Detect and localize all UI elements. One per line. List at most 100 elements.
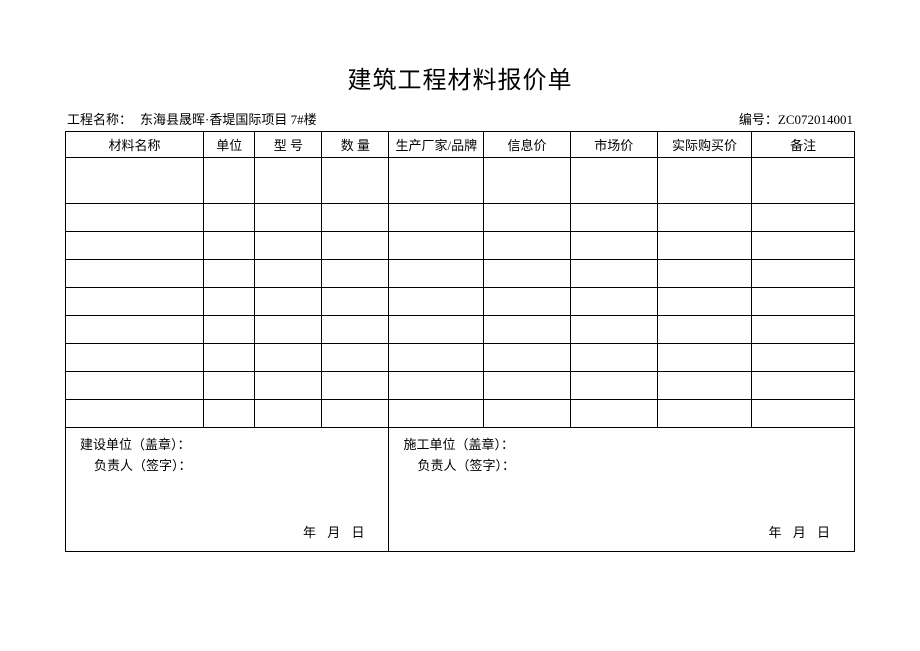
cell-market: [570, 372, 657, 400]
cell-model: [255, 316, 322, 344]
cell-remark: [752, 372, 855, 400]
cell-qty: [322, 400, 389, 428]
table-row: [66, 372, 855, 400]
date-left: 年 月 日: [303, 522, 369, 541]
cell-remark: [752, 288, 855, 316]
cell-unit: [204, 316, 255, 344]
table-row: [66, 344, 855, 372]
cell-market: [570, 204, 657, 232]
cell-qty: [322, 158, 389, 204]
signature-right: 施工单位（盖章）： 负责人（签字）： 年 月 日: [389, 428, 855, 552]
cell-qty: [322, 372, 389, 400]
cell-actual: [657, 344, 752, 372]
cell-market: [570, 288, 657, 316]
cell-qty: [322, 344, 389, 372]
cell-market: [570, 260, 657, 288]
cell-actual: [657, 204, 752, 232]
cell-info: [484, 260, 571, 288]
cell-model: [255, 400, 322, 428]
cell-market: [570, 158, 657, 204]
col-header-market: 市场价: [570, 132, 657, 158]
cell-model: [255, 232, 322, 260]
cell-mfr: [389, 288, 484, 316]
cell-name: [66, 316, 204, 344]
cell-info: [484, 158, 571, 204]
cell-info: [484, 288, 571, 316]
cell-actual: [657, 316, 752, 344]
cell-remark: [752, 260, 855, 288]
project-label: 工程名称：: [67, 109, 132, 128]
cell-model: [255, 204, 322, 232]
cell-model: [255, 344, 322, 372]
cell-qty: [322, 232, 389, 260]
cell-unit: [204, 288, 255, 316]
header-info: 工程名称： 东海县晟晖·香堤国际项目 7#楼 编号：ZC072014001: [65, 109, 855, 128]
col-header-remark: 备注: [752, 132, 855, 158]
cell-mfr: [389, 344, 484, 372]
cell-mfr: [389, 316, 484, 344]
cell-actual: [657, 232, 752, 260]
table-row: [66, 260, 855, 288]
cell-qty: [322, 204, 389, 232]
cell-unit: [204, 400, 255, 428]
cell-model: [255, 260, 322, 288]
cell-name: [66, 204, 204, 232]
cell-mfr: [389, 204, 484, 232]
cell-qty: [322, 288, 389, 316]
col-header-qty: 数 量: [322, 132, 389, 158]
col-header-actual: 实际购买价: [657, 132, 752, 158]
construction-unit-label: 建设单位（盖章）：: [80, 434, 374, 453]
quotation-table: 材料名称 单位 型 号 数 量 生产厂家/品牌 信息价 市场价 实际购买价 备注: [65, 131, 855, 552]
cell-info: [484, 400, 571, 428]
cell-remark: [752, 316, 855, 344]
cell-unit: [204, 232, 255, 260]
cell-remark: [752, 232, 855, 260]
cell-name: [66, 158, 204, 204]
cell-actual: [657, 372, 752, 400]
cell-mfr: [389, 372, 484, 400]
document-title: 建筑工程材料报价单: [65, 60, 855, 95]
table-row: [66, 232, 855, 260]
cell-info: [484, 232, 571, 260]
table-row: [66, 158, 855, 204]
cell-mfr: [389, 260, 484, 288]
cell-qty: [322, 316, 389, 344]
col-header-unit: 单位: [204, 132, 255, 158]
contractor-unit-label: 施工单位（盖章）：: [403, 434, 840, 453]
cell-qty: [322, 260, 389, 288]
cell-model: [255, 158, 322, 204]
serial-label: 编号：: [739, 112, 778, 127]
cell-remark: [752, 400, 855, 428]
cell-unit: [204, 344, 255, 372]
cell-actual: [657, 260, 752, 288]
date-right: 年 月 日: [768, 522, 834, 541]
cell-market: [570, 344, 657, 372]
cell-unit: [204, 260, 255, 288]
col-header-info: 信息价: [484, 132, 571, 158]
col-header-name: 材料名称: [66, 132, 204, 158]
cell-remark: [752, 204, 855, 232]
cell-name: [66, 260, 204, 288]
col-header-mfr: 生产厂家/品牌: [389, 132, 484, 158]
cell-market: [570, 400, 657, 428]
signature-left: 建设单位（盖章）： 负责人（签字）： 年 月 日: [66, 428, 389, 552]
cell-actual: [657, 400, 752, 428]
serial-value: ZC072014001: [778, 112, 853, 127]
table-header-row: 材料名称 单位 型 号 数 量 生产厂家/品牌 信息价 市场价 实际购买价 备注: [66, 132, 855, 158]
project-name: 东海县晟晖·香堤国际项目 7#楼: [140, 109, 317, 128]
cell-name: [66, 344, 204, 372]
cell-actual: [657, 288, 752, 316]
table-row: [66, 316, 855, 344]
cell-info: [484, 372, 571, 400]
cell-model: [255, 372, 322, 400]
table-row: [66, 288, 855, 316]
table-row: [66, 400, 855, 428]
cell-model: [255, 288, 322, 316]
signature-row: 建设单位（盖章）： 负责人（签字）： 年 月 日 施工单位（盖章）： 负责人（签…: [66, 428, 855, 552]
table-row: [66, 204, 855, 232]
responsible-person-right-label: 负责人（签字）：: [403, 455, 840, 474]
cell-name: [66, 232, 204, 260]
cell-info: [484, 316, 571, 344]
cell-unit: [204, 372, 255, 400]
responsible-person-left-label: 负责人（签字）：: [80, 455, 374, 474]
